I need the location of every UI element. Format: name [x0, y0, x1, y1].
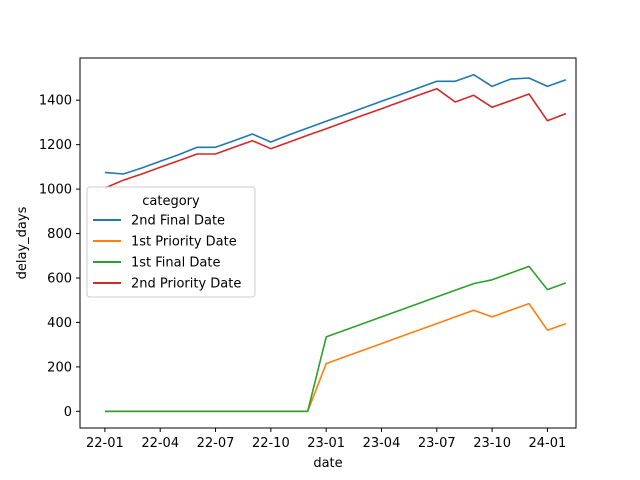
- y-tick-label: 1400: [39, 94, 72, 109]
- x-tick-label: 22-04: [141, 436, 179, 451]
- y-tick-label: 800: [47, 227, 72, 242]
- series-line-1: [104, 73, 567, 175]
- y-axis-ticks: 0 200 400 600 800 1000 1200 1400: [39, 94, 80, 420]
- x-axis-label: date: [313, 456, 342, 471]
- legend: category 2nd Final Date 1st Priority Date 1…: [86, 186, 256, 298]
- legend-box: [86, 186, 256, 298]
- y-tick-label: 1000: [39, 183, 72, 198]
- legend-entry: 1st Final Date: [131, 256, 220, 271]
- x-tick-label: 24-01: [529, 436, 567, 451]
- plot-frame: [79, 57, 577, 429]
- series-line-4: [104, 87, 567, 189]
- y-axis-label: delay_days: [15, 206, 30, 279]
- y-tick-label: 600: [47, 272, 72, 287]
- x-tick-label: 22-10: [252, 436, 290, 451]
- x-tick-label: 23-04: [363, 436, 401, 451]
- x-tick-label: 22-01: [86, 436, 124, 451]
- legend-entry: 2nd Priority Date: [131, 277, 241, 292]
- x-tick-label: 23-07: [418, 436, 456, 451]
- y-tick-label: 1200: [39, 138, 72, 153]
- legend-title: category: [142, 194, 200, 209]
- x-tick-label: 23-01: [307, 436, 345, 451]
- y-tick-label: 200: [47, 360, 72, 375]
- series-line-3: [104, 265, 567, 413]
- y-tick-label: 0: [64, 405, 72, 420]
- x-tick-label: 23-10: [473, 436, 511, 451]
- x-tick-label: 22-07: [197, 436, 235, 451]
- series-lines: [104, 73, 567, 413]
- y-tick-label: 400: [47, 316, 72, 331]
- series-line-2: [104, 302, 567, 413]
- legend-entry: 2nd Final Date: [131, 214, 225, 229]
- legend-entry: 1st Priority Date: [131, 235, 237, 250]
- x-axis-ticks: 22-01 22-04 22-07 22-10 23-01 23-04 23-07 23-10…: [86, 428, 566, 451]
